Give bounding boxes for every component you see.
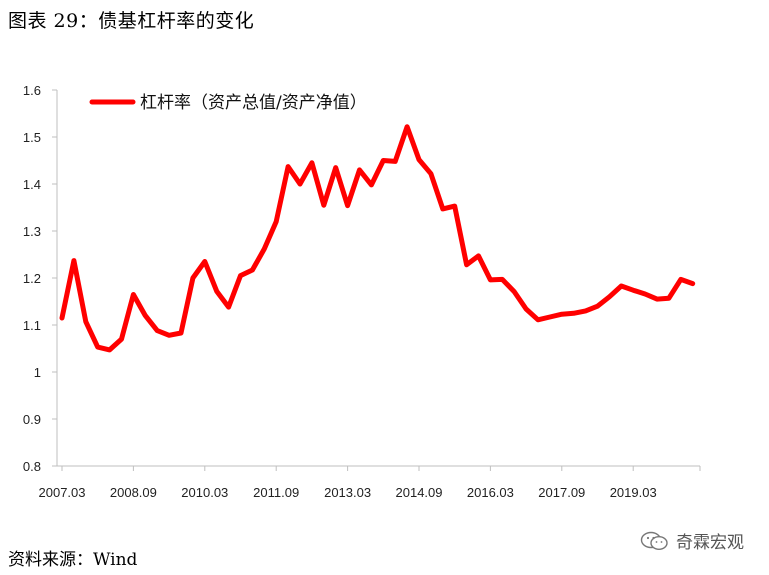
figure-title: 图表 29：债基杠杆率的变化: [8, 10, 255, 32]
data-point: [453, 205, 456, 208]
y-tick-label: 1.4: [23, 177, 41, 192]
data-point: [667, 297, 670, 300]
data-point: [120, 338, 123, 341]
data-point: [418, 158, 420, 161]
y-tick-labels: 0.8 0.9 1 1.1 1.2 1.3 1.4 1.5 1.6: [23, 83, 57, 474]
data-point: [322, 204, 325, 207]
data-point: [108, 348, 111, 351]
data-point: [299, 183, 301, 185]
data-point: [477, 254, 480, 257]
y-tick-label: 1.5: [23, 130, 41, 145]
y-tick-label: 0.9: [23, 412, 41, 427]
data-point: [370, 183, 373, 186]
data-point: [239, 274, 242, 277]
x-tick-label: 2019.03: [610, 485, 657, 500]
x-tick-label: 2013.03: [324, 485, 371, 500]
data-point: [465, 263, 468, 266]
data-point: [275, 220, 278, 223]
data-point: [525, 308, 528, 311]
x-tick-labels: 2007.03 2008.09 2010.03 2011.09 2013.03 2014.…: [39, 466, 701, 500]
x-tick-label: 2007.03: [39, 485, 86, 500]
series-layer: [59, 124, 696, 353]
data-point: [203, 260, 206, 263]
data-point: [287, 165, 290, 168]
data-point: [310, 161, 313, 164]
x-tick-label: 2014.09: [396, 485, 443, 500]
data-point: [537, 318, 539, 321]
x-tick-label: 2011.09: [253, 485, 299, 500]
data-point: [168, 334, 171, 337]
data-point: [644, 292, 647, 295]
x-tick-label: 2008.09: [110, 485, 157, 500]
data-point: [441, 207, 444, 210]
data-point: [489, 278, 492, 281]
data-point: [394, 160, 397, 163]
data-point: [334, 166, 337, 169]
data-point: [691, 282, 694, 285]
legend: 杠杆率（资产总值/资产净值）: [89, 93, 367, 113]
data-point: [560, 313, 563, 316]
data-point: [501, 278, 504, 281]
data-point: [215, 290, 218, 293]
data-point: [180, 331, 182, 334]
data-point: [608, 295, 611, 298]
y-tick-label: 1.2: [23, 271, 41, 286]
watermark-text: 奇霖宏观: [676, 533, 744, 553]
data-point: [346, 204, 349, 207]
data-point: [382, 159, 385, 162]
x-tick-label: 2010.03: [181, 485, 228, 500]
data-point: [513, 290, 516, 293]
data-point: [191, 277, 194, 279]
source-note: 资料来源：Wind: [8, 550, 138, 570]
y-tick-label: 1.3: [23, 224, 41, 239]
data-point: [584, 309, 587, 312]
data-point: [596, 305, 599, 308]
data-point: [132, 293, 135, 296]
x-tick-label: 2016.03: [467, 485, 514, 500]
data-point: [548, 316, 551, 319]
data-point: [632, 289, 635, 292]
data-point: [96, 346, 99, 349]
y-tick-label: 1.1: [23, 318, 41, 333]
data-point: [358, 168, 361, 171]
data-point: [656, 298, 658, 301]
data-point: [156, 329, 159, 332]
data-point: [429, 172, 432, 175]
y-tick-label: 0.8: [23, 459, 41, 474]
data-point: [72, 259, 75, 262]
data-point: [227, 306, 230, 309]
watermark: 奇霖宏观: [640, 528, 744, 553]
x-tick-label: 2017.09: [538, 485, 585, 500]
legend-label: 杠杆率（资产总值/资产净值）: [140, 93, 367, 113]
data-point: [84, 320, 87, 323]
wechat-icon: [640, 531, 668, 550]
series-line-leverage: [59, 124, 696, 353]
data-point: [144, 314, 147, 317]
data-point: [263, 247, 266, 250]
data-point: [251, 269, 254, 272]
y-tick-label: 1: [34, 365, 41, 380]
data-point: [406, 125, 409, 128]
data-point: [61, 316, 63, 319]
data-point: [620, 284, 623, 287]
data-point: [572, 312, 575, 315]
y-tick-label: 1.6: [23, 83, 41, 98]
data-point: [679, 278, 682, 281]
